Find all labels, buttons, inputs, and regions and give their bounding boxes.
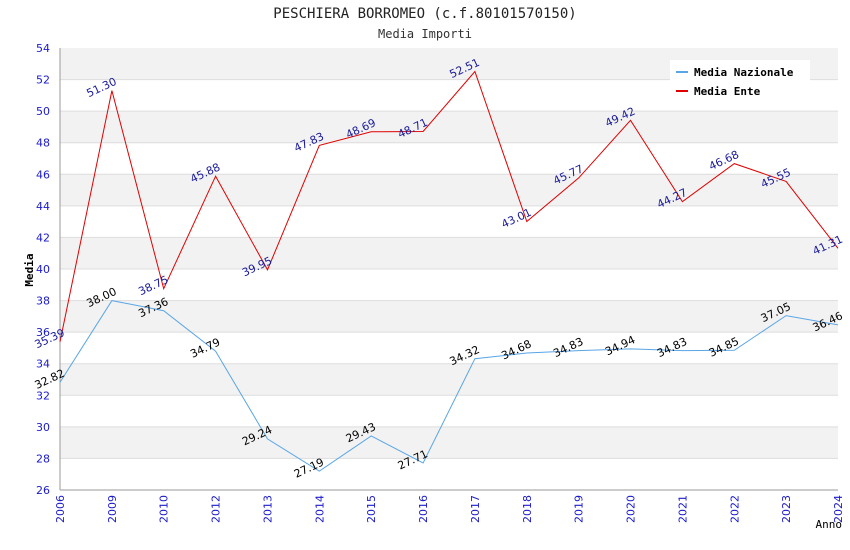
grid-band	[60, 174, 838, 206]
y-tick-label: 26	[36, 484, 50, 497]
y-tick-label: 48	[36, 137, 50, 150]
x-tick-label: 2012	[210, 495, 223, 523]
series-lines	[59, 70, 839, 472]
x-tick-label: 2009	[106, 495, 119, 523]
y-tick-labels: 26 28 30 32 34 36 38 40 42 44 46 48 50 52 54	[36, 42, 50, 497]
x-tick-label: 2013	[261, 495, 274, 523]
grid-band	[60, 426, 838, 459]
grid-band	[60, 300, 838, 333]
x-tick-labels: 2006 2009 2010 2012 2013 2014 2015 2016 2017 2018…	[54, 495, 845, 523]
chart-subtitle: Media Importi	[378, 27, 472, 41]
x-tick-label: 2023	[780, 495, 793, 523]
y-tick-label: 50	[36, 105, 50, 118]
legend-label-media-nazionale: Media Nazionale	[694, 66, 794, 79]
x-tick-label: 2020	[625, 495, 638, 523]
y-tick-label: 30	[36, 421, 50, 434]
grid-band	[60, 205, 838, 238]
chart-title: PESCHIERA BORROMEO (c.f.80101570150)	[273, 6, 577, 22]
x-tick-label: 2006	[54, 495, 67, 523]
x-tick-label: 2024	[832, 495, 845, 523]
y-tick-label: 54	[36, 42, 50, 55]
grid-band	[60, 269, 838, 301]
y-tick-label: 36	[36, 326, 50, 339]
x-tick-label: 2015	[365, 495, 378, 523]
grid-band	[60, 237, 838, 269]
y-tick-label: 32	[36, 389, 50, 402]
legend-background	[670, 60, 810, 102]
grid-band	[60, 363, 838, 396]
y-tick-label: 40	[36, 263, 50, 276]
grid-bands	[60, 48, 838, 491]
x-tick-label: 2014	[313, 495, 326, 523]
y-tick-label: 28	[36, 452, 50, 465]
y-tick-label: 46	[36, 168, 50, 181]
y-tick-label: 42	[36, 231, 50, 244]
grid-band	[60, 142, 838, 175]
axes	[59, 48, 838, 491]
grid-band	[60, 458, 838, 490]
series-line-media-ente	[59, 70, 839, 342]
x-tick-label: 2021	[676, 495, 689, 523]
y-tick-label: 44	[36, 200, 50, 213]
legend-label-media-ente: Media Ente	[694, 85, 761, 98]
series-line-media-nazionale	[59, 300, 839, 472]
x-tick-label: 2019	[573, 495, 586, 523]
legend: Media Nazionale Media Ente	[670, 60, 810, 102]
x-tick-label: 2022	[728, 495, 741, 523]
x-axis-label: Anno	[816, 518, 843, 531]
grid-band	[60, 332, 838, 364]
x-tick-label: 2016	[417, 495, 430, 523]
x-tick-label: 2017	[469, 495, 482, 523]
grid-band	[60, 111, 838, 143]
y-tick-label: 38	[36, 295, 50, 308]
y-tick-label: 52	[36, 74, 50, 87]
y-tick-label: 34	[36, 358, 50, 371]
y-axis-label: Media	[23, 253, 36, 286]
x-tick-label: 2010	[158, 495, 171, 523]
x-tick-label: 2018	[521, 495, 534, 523]
